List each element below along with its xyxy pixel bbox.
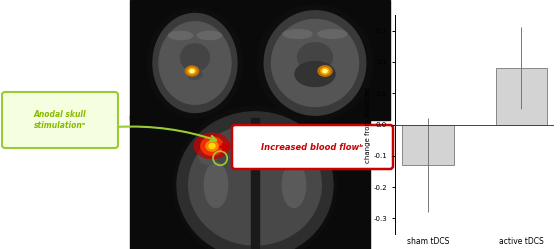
Text: Increased blood flowᵇ: Increased blood flowᵇ [261, 142, 363, 151]
Ellipse shape [153, 13, 237, 113]
Ellipse shape [185, 66, 199, 76]
Ellipse shape [188, 68, 196, 74]
Ellipse shape [198, 146, 218, 164]
FancyBboxPatch shape [232, 125, 393, 169]
Ellipse shape [147, 8, 243, 118]
Ellipse shape [264, 11, 366, 115]
FancyBboxPatch shape [2, 92, 118, 148]
Ellipse shape [177, 112, 333, 249]
Ellipse shape [236, 140, 274, 155]
Ellipse shape [257, 5, 373, 121]
Ellipse shape [297, 43, 333, 72]
Bar [130, 115, 370, 249]
Ellipse shape [321, 68, 329, 74]
Ellipse shape [188, 68, 202, 79]
Ellipse shape [318, 66, 332, 76]
Ellipse shape [272, 19, 358, 107]
Ellipse shape [209, 143, 215, 149]
Ellipse shape [204, 163, 228, 207]
Ellipse shape [190, 69, 194, 72]
Bar [402, 124, 454, 165]
Ellipse shape [323, 69, 327, 72]
Ellipse shape [159, 22, 231, 104]
Ellipse shape [201, 137, 223, 155]
Ellipse shape [169, 31, 193, 40]
Bar [496, 68, 547, 124]
Bar [251, 118, 259, 249]
Ellipse shape [283, 30, 312, 38]
Ellipse shape [206, 141, 218, 151]
Y-axis label: change from Baseline: change from Baseline [365, 86, 371, 163]
Ellipse shape [292, 146, 311, 164]
Ellipse shape [197, 31, 221, 40]
Text: Anodal skull
stimulationᵃ: Anodal skull stimulationᵃ [34, 110, 86, 130]
Ellipse shape [282, 163, 306, 207]
Ellipse shape [189, 125, 321, 245]
Ellipse shape [194, 133, 230, 159]
Ellipse shape [318, 30, 347, 38]
Ellipse shape [295, 62, 335, 86]
Ellipse shape [180, 44, 209, 71]
Ellipse shape [306, 69, 324, 80]
Bar [130, 0, 390, 120]
Ellipse shape [173, 106, 337, 249]
